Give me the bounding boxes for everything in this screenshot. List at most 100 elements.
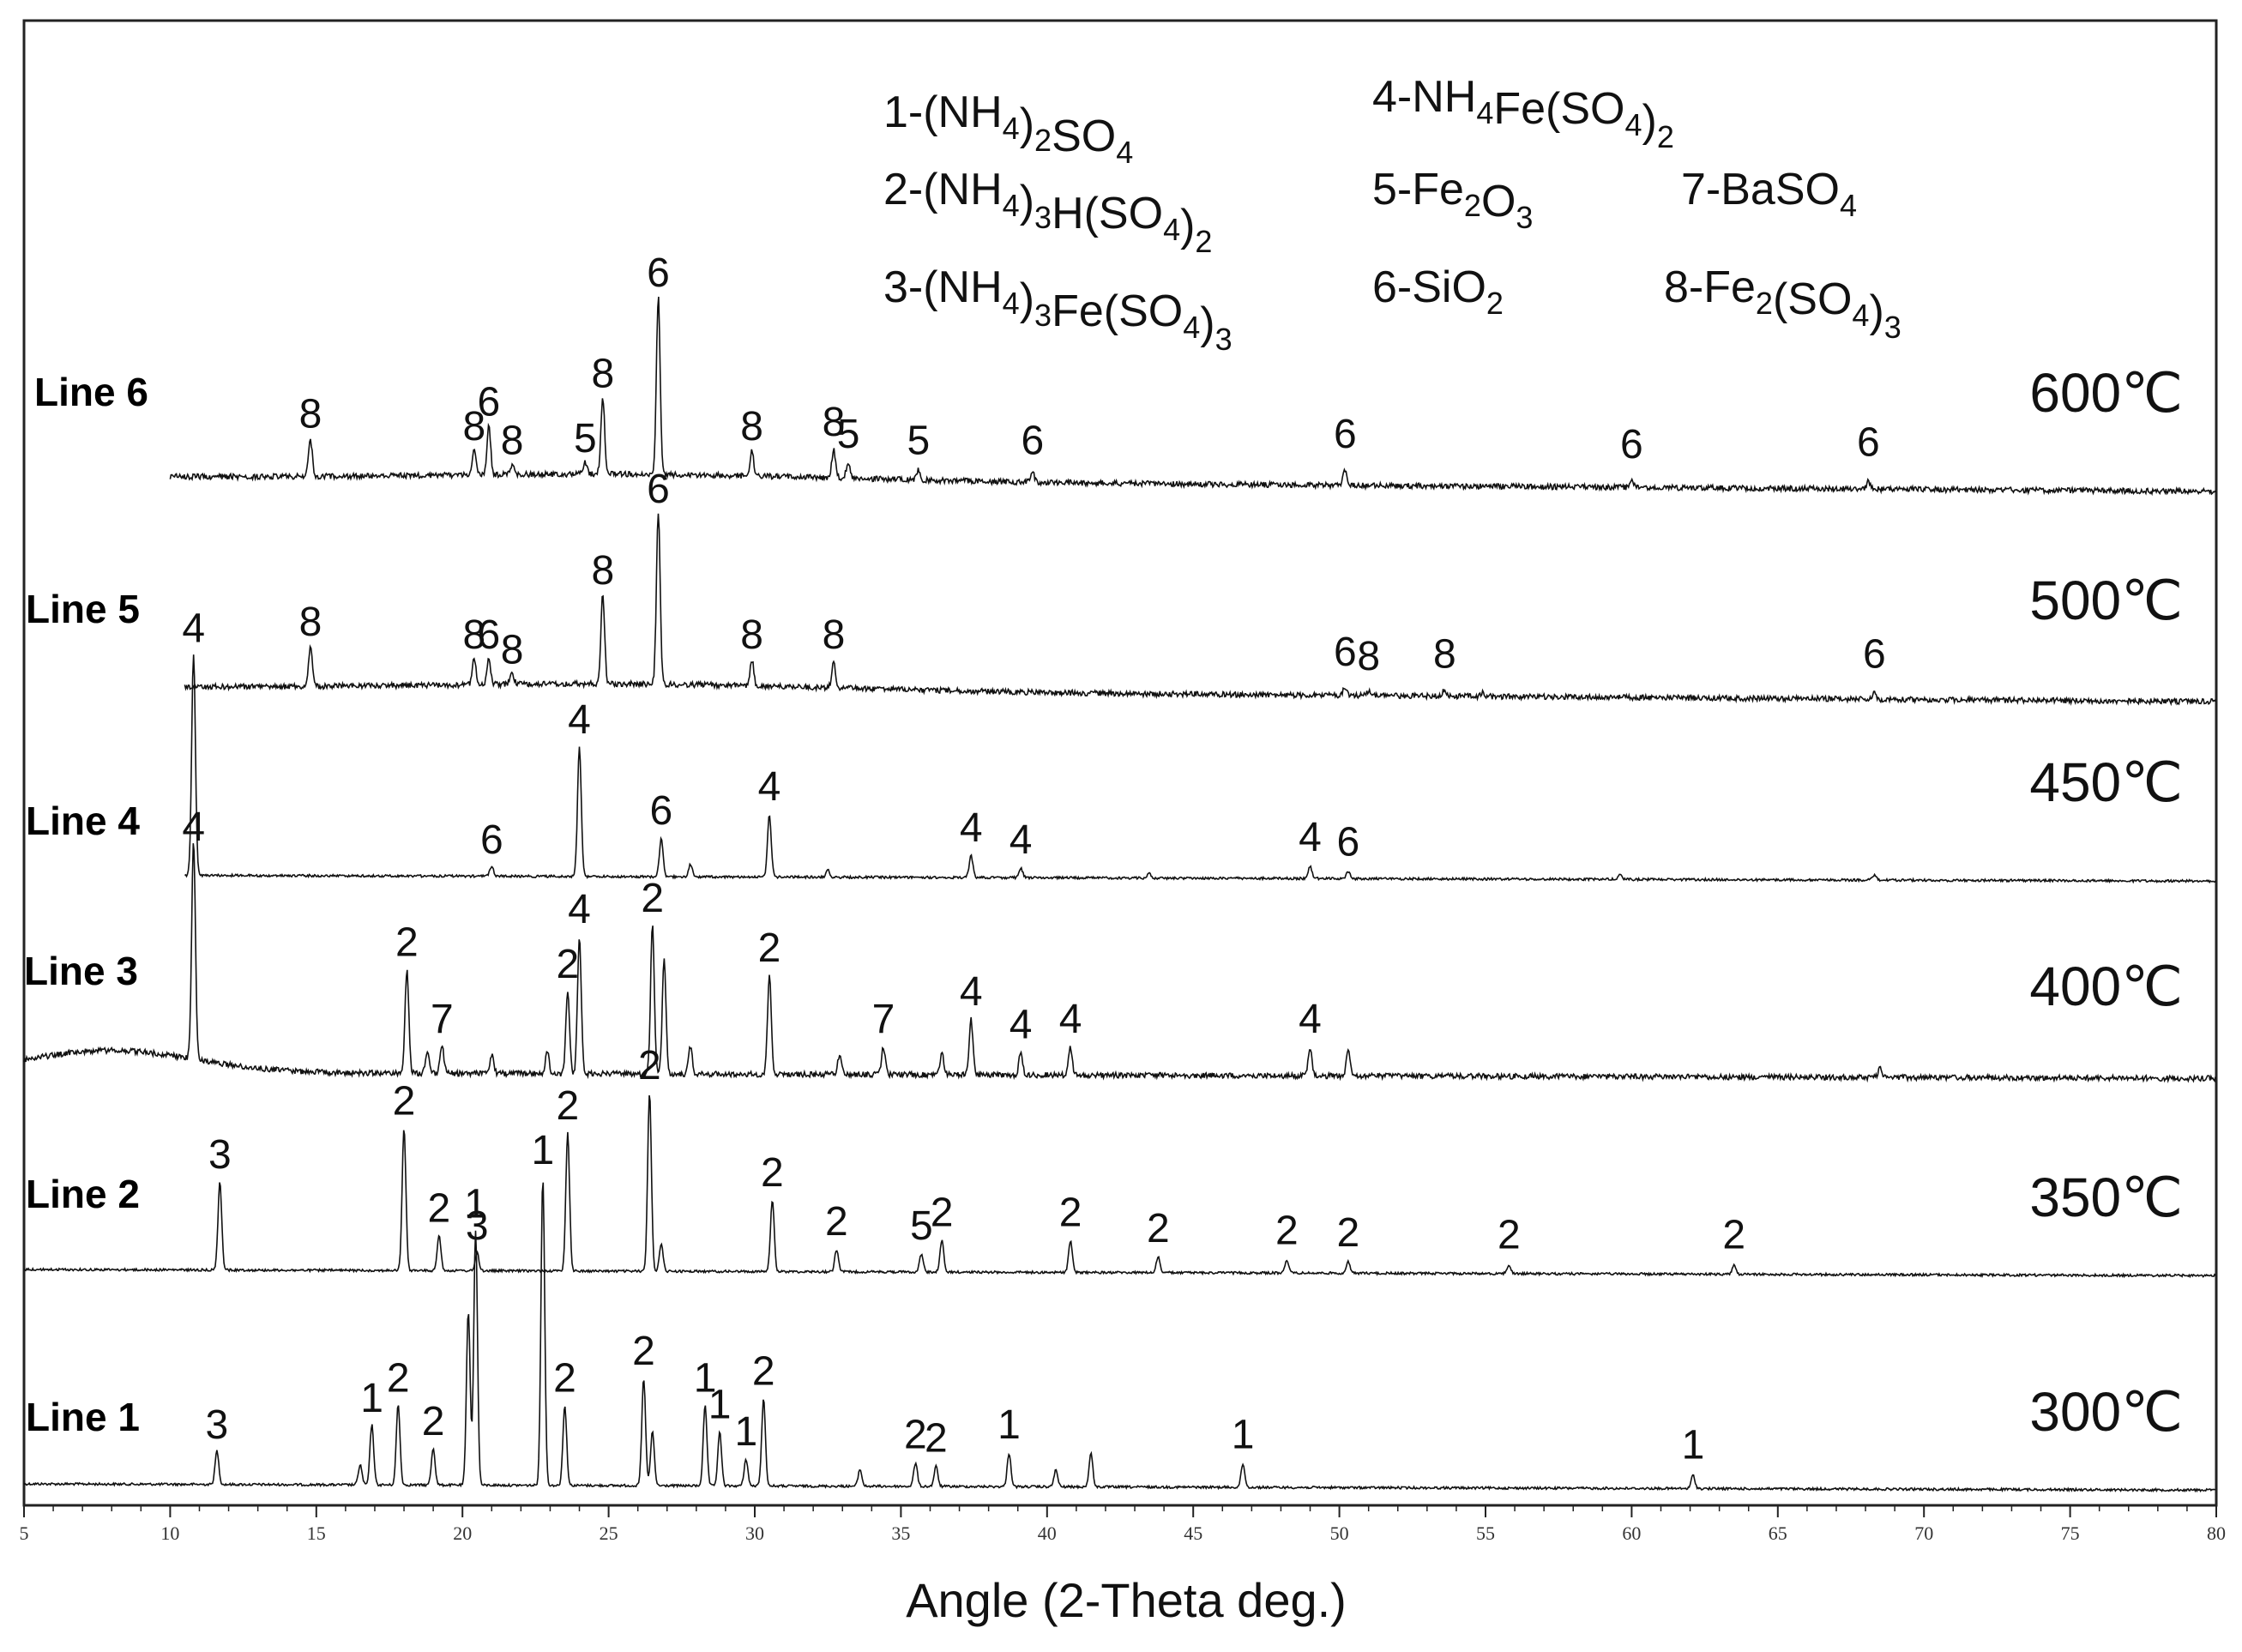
series-name-label: Line 6 bbox=[34, 370, 148, 414]
peak-label: 6 bbox=[478, 612, 501, 658]
peak-label: 4 bbox=[960, 969, 983, 1015]
x-tick-label: 45 bbox=[1184, 1522, 1202, 1544]
peak-label: 4 bbox=[1299, 997, 1322, 1042]
peak-label: 8 bbox=[823, 400, 846, 445]
peak-label: 2 bbox=[1147, 1206, 1170, 1251]
peak-label: 6 bbox=[1620, 422, 1643, 467]
x-tick-label: 75 bbox=[2061, 1522, 2080, 1544]
peak-label: 2 bbox=[931, 1191, 954, 1236]
legend-entry: 6-SiO2 bbox=[1372, 262, 1504, 321]
peak-label: 6 bbox=[1336, 820, 1359, 865]
series-name-label: Line 5 bbox=[26, 587, 140, 631]
peak-label: 5 bbox=[837, 412, 860, 457]
peak-label: 1 bbox=[708, 1383, 732, 1428]
x-tick-label: 80 bbox=[2207, 1522, 2226, 1544]
peak-label: 2 bbox=[641, 876, 664, 921]
peak-label: 8 bbox=[591, 548, 614, 594]
trace-line bbox=[169, 296, 2217, 497]
peak-label: 2 bbox=[395, 919, 419, 965]
peak-label: 6 bbox=[1334, 630, 1357, 675]
phase-legend: 1-(NH4)2SO42-(NH4)3H(SO4)23-(NH4)3Fe(SO4… bbox=[883, 72, 1901, 357]
legend-entry: 2-(NH4)3H(SO4)2 bbox=[883, 165, 1212, 259]
peak-label: 2 bbox=[422, 1399, 445, 1444]
x-tick-label: 5 bbox=[20, 1522, 29, 1544]
peak-label: 8 bbox=[740, 612, 763, 658]
peak-label: 7 bbox=[872, 997, 895, 1042]
x-axis: 5 10 15 20 25 30 35 40 45 50 55 60 65 70 75 80 bbox=[20, 1505, 2226, 1544]
legend-entry: 7-BaSO4 bbox=[1681, 165, 1857, 223]
plot-frame bbox=[22, 19, 2218, 1507]
temperature-label: 500℃ bbox=[2029, 570, 2183, 631]
peak-label: 1 bbox=[734, 1409, 757, 1455]
temperature-label: 600℃ bbox=[2029, 362, 2183, 424]
peak-label: 2 bbox=[1498, 1213, 1521, 1258]
peak-label: 8 bbox=[1357, 634, 1380, 679]
peak-label: 3 bbox=[466, 1203, 489, 1249]
series-name-label: Line 1 bbox=[26, 1395, 140, 1439]
x-tick-label: 30 bbox=[745, 1522, 764, 1544]
peak-label: 4 bbox=[1059, 997, 1082, 1042]
peak-label: 4 bbox=[1299, 815, 1322, 860]
peak-label: 2 bbox=[632, 1329, 655, 1374]
temperature-label: 300℃ bbox=[2029, 1381, 2183, 1443]
peak-label: 7 bbox=[431, 997, 454, 1042]
peak-label: 6 bbox=[1334, 412, 1357, 457]
legend-entry: 8-Fe2(SO4)3 bbox=[1664, 262, 1901, 345]
peak-label: 8 bbox=[462, 404, 485, 449]
peak-label: 3 bbox=[206, 1402, 229, 1448]
peak-label: 1 bbox=[464, 1182, 487, 1227]
peak-label: 4 bbox=[182, 805, 205, 850]
peak-label: 2 bbox=[553, 1355, 576, 1401]
peak-label: 8 bbox=[591, 352, 614, 397]
peak-label: 2 bbox=[393, 1079, 416, 1124]
legend-entry: 4-NH4Fe(SO4)2 bbox=[1372, 72, 1674, 154]
peak-label: 6 bbox=[650, 788, 673, 834]
peak-label: 1 bbox=[360, 1376, 383, 1421]
peak-label: 8 bbox=[501, 418, 524, 463]
peak-label: 2 bbox=[557, 942, 580, 987]
peak-label: 6 bbox=[1857, 420, 1880, 466]
peak-label: 6 bbox=[478, 380, 501, 425]
peak-label: 2 bbox=[428, 1185, 451, 1231]
peak-label: 4 bbox=[1010, 1002, 1033, 1047]
peak-label: 3 bbox=[208, 1132, 232, 1178]
series-name-label: Line 2 bbox=[26, 1172, 140, 1216]
peak-label: 8 bbox=[1433, 632, 1456, 678]
x-tick-label: 65 bbox=[1769, 1522, 1787, 1544]
peak-label: 8 bbox=[740, 404, 763, 449]
x-tick-label: 15 bbox=[307, 1522, 326, 1544]
peak-label: 5 bbox=[574, 416, 597, 461]
peak-label: 2 bbox=[761, 1150, 784, 1196]
peak-label: 6 bbox=[1021, 418, 1044, 463]
peak-label: 2 bbox=[925, 1416, 948, 1462]
trace-line bbox=[184, 513, 2216, 707]
peak-label: 2 bbox=[1336, 1210, 1359, 1256]
peak-label: 8 bbox=[299, 600, 322, 645]
peak-label: 2 bbox=[825, 1199, 848, 1245]
peak-label: 2 bbox=[1059, 1191, 1082, 1236]
trace-line bbox=[184, 654, 2216, 884]
peak-label: 2 bbox=[752, 1349, 775, 1395]
x-tick-label: 55 bbox=[1476, 1522, 1495, 1544]
peak-label: 1 bbox=[1232, 1413, 1255, 1458]
temperature-label: 350℃ bbox=[2029, 1167, 2183, 1228]
series-name-label: Line 3 bbox=[24, 949, 138, 993]
legend-entry: 1-(NH4)2SO4 bbox=[883, 87, 1133, 170]
temperature-label: 450℃ bbox=[2029, 751, 2183, 813]
peak-label: 1 bbox=[532, 1128, 555, 1173]
peak-label: 2 bbox=[1722, 1213, 1745, 1258]
x-tick-label: 25 bbox=[600, 1522, 618, 1544]
x-tick-label: 50 bbox=[1330, 1522, 1349, 1544]
x-tick-label: 35 bbox=[891, 1522, 910, 1544]
peak-label: 2 bbox=[758, 925, 781, 971]
peak-label: 4 bbox=[758, 764, 781, 810]
trace-line bbox=[23, 1094, 2216, 1279]
legend-entry: 3-(NH4)3Fe(SO4)3 bbox=[883, 262, 1232, 357]
